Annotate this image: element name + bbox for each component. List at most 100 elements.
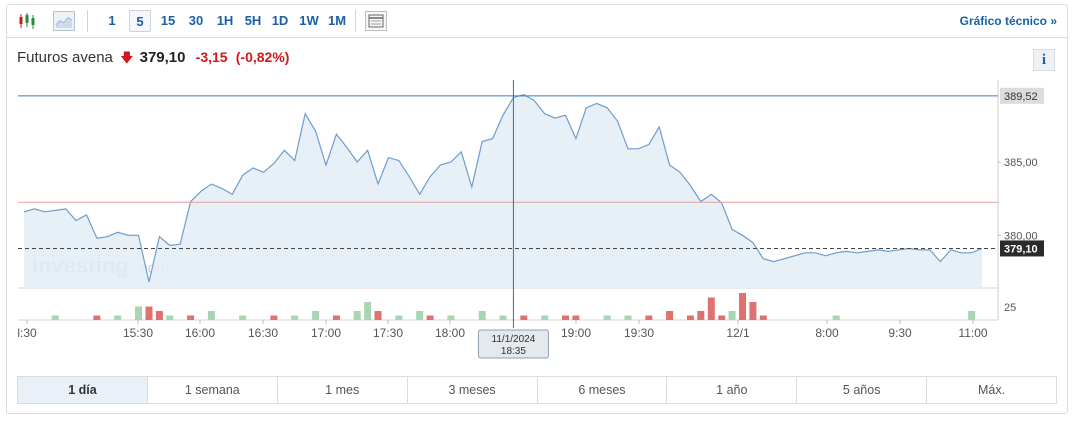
x-tick-label: 18:00	[435, 326, 465, 340]
volume-bar	[603, 315, 611, 320]
volume-bar	[749, 302, 757, 320]
interval-1d[interactable]: 1D	[271, 13, 289, 28]
chart-toolbar: 1 5 15 30 1H 5H 1D 1W 1M Gráfico técnico »	[7, 5, 1067, 38]
volume-bar	[145, 306, 153, 320]
crosshair-date: 11/1/2024	[492, 334, 536, 345]
high-price-box	[1000, 87, 1044, 104]
volume-bar	[312, 311, 320, 320]
crosshair-box	[477, 329, 549, 359]
crosshair-time: 18:35	[501, 346, 526, 357]
y-tick-label: 380,00	[1004, 230, 1038, 242]
volume-bar	[968, 311, 976, 320]
volume-bar	[135, 306, 142, 320]
price-change: -3,15	[195, 49, 228, 65]
x-tick-label: 17:30	[373, 326, 403, 340]
volume-bar	[114, 315, 122, 320]
x-tick-label: 19:30	[624, 326, 654, 340]
volume-bar	[645, 315, 653, 320]
info-icon[interactable]: i	[1033, 49, 1055, 71]
volume-bar	[426, 315, 434, 320]
volume-bar	[395, 315, 403, 320]
volume-bar	[291, 315, 299, 320]
x-tick-label: 9:30	[888, 326, 912, 340]
volume-bar	[51, 315, 59, 320]
x-tick-label: 11:00	[958, 326, 987, 340]
price-change-percent: (-0,82%)	[235, 49, 290, 65]
x-tick-label: 16:30	[248, 326, 278, 340]
volume-scale-label: 25	[1004, 302, 1016, 314]
range-tab-2[interactable]: 1 mes	[278, 377, 408, 403]
volume-bar	[739, 293, 746, 320]
current-price-label: 379,10	[1004, 243, 1038, 255]
volume-bar	[520, 315, 528, 320]
range-tab-7[interactable]: Máx.	[978, 383, 1006, 397]
volume-bar	[478, 311, 486, 320]
time-range-selector: 1 día 1 semana 1 mes 3 meses 6 meses 1 año 5 a…	[17, 376, 1057, 404]
volume-bar	[759, 315, 767, 320]
x-tick-label: 17:00	[311, 326, 341, 340]
technical-chart-link[interactable]: Gráfico técnico »	[959, 14, 1057, 28]
y-tick-label: 385,00	[1004, 157, 1038, 169]
volume-bar	[447, 315, 455, 320]
volume-bar	[718, 315, 726, 320]
volume-bar	[697, 311, 705, 320]
price-chart: Investing.com380,00385,00389,52379,1025l…	[17, 80, 1044, 359]
interval-5[interactable]: 5	[129, 10, 151, 32]
toolbar-separator	[87, 10, 88, 32]
volume-bar	[155, 311, 163, 320]
interval-15[interactable]: 15	[160, 13, 176, 28]
interval-1w[interactable]: 1W	[299, 13, 319, 28]
interval-5h[interactable]: 5H	[244, 13, 262, 28]
volume-bar	[562, 315, 569, 320]
x-tick-label: 8:00	[815, 326, 839, 340]
interval-30[interactable]: 30	[188, 13, 204, 28]
volume-bar	[707, 297, 715, 320]
volume-bar	[541, 315, 549, 320]
x-tick-label: l:30	[17, 326, 37, 340]
current-price-box	[1000, 240, 1044, 257]
interval-1[interactable]: 1	[108, 13, 116, 28]
price-line	[23, 93, 983, 283]
price-area	[24, 94, 982, 288]
last-price: 379,10	[139, 49, 186, 66]
x-tick-label: 12/1	[726, 326, 750, 340]
volume-bar	[666, 311, 674, 320]
volume-bar	[239, 315, 247, 320]
volume-bar	[353, 311, 361, 320]
instrument-name: Futuros avena	[17, 49, 113, 66]
volume-bar	[364, 302, 372, 320]
chart-widget: 1 5 15 30 1H 5H 1D 1W 1M Gráfico técnico » Futur…	[6, 4, 1068, 414]
range-tab-5[interactable]: 1 año	[667, 377, 798, 403]
volume-bar	[270, 315, 278, 320]
volume-bar	[187, 315, 195, 320]
high-price-label: 389,52	[1004, 91, 1038, 103]
range-tab-6[interactable]: 5 años	[797, 377, 928, 403]
table-icon[interactable]	[365, 11, 387, 31]
x-tick-label: 19:00	[561, 326, 591, 340]
volume-bar	[499, 315, 507, 320]
interval-1h[interactable]: 1H	[216, 13, 234, 28]
volume-bar	[832, 315, 840, 320]
volume-bar	[374, 311, 382, 320]
volume-bar	[572, 315, 580, 320]
range-tab-3[interactable]: 3 meses	[408, 377, 538, 403]
x-tick-label: 15:30	[123, 326, 153, 340]
volume-bar	[624, 315, 632, 320]
volume-bar	[332, 315, 340, 320]
volume-bar	[686, 315, 694, 320]
x-tick-label: 16:00	[185, 326, 215, 340]
quote-header: Futuros avena 🡇 379,10 -3,15 (-0,82%)	[17, 49, 289, 69]
volume-bar	[416, 311, 424, 320]
arrow-down-icon: 🡇	[120, 50, 134, 65]
volume-bar	[207, 311, 215, 320]
toolbar-separator	[355, 10, 356, 32]
volume-bar	[728, 311, 736, 320]
volume-bar	[166, 315, 174, 320]
volume-bar	[93, 315, 101, 320]
range-tab-1[interactable]: 1 semana	[148, 377, 278, 403]
range-tab-4[interactable]: 6 meses	[538, 377, 668, 403]
candlestick-icon[interactable]	[17, 11, 39, 31]
range-tab-0[interactable]: 1 día	[18, 377, 148, 403]
interval-1m[interactable]: 1M	[327, 13, 347, 28]
area-chart-icon[interactable]	[53, 11, 75, 31]
